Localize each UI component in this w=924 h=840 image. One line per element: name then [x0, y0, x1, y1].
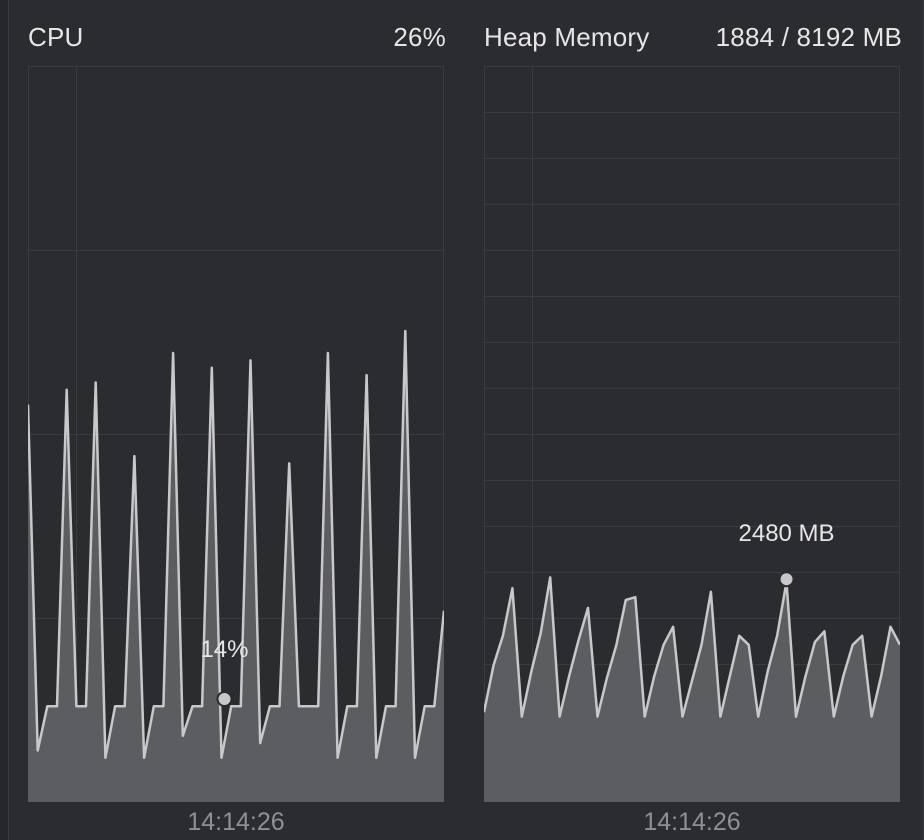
heap-marker-point[interactable] — [778, 571, 795, 588]
heap-memory-panel: Heap Memory 1884 / 8192 MB 2480 MB 14:14… — [484, 0, 902, 840]
cpu-title: CPU — [28, 22, 84, 52]
cpu-time-label: 14:14:26 — [187, 808, 285, 836]
cpu-area — [28, 331, 444, 802]
heap-time-label: 14:14:26 — [643, 808, 741, 836]
heap-marker-label: 2480 MB — [739, 520, 835, 547]
cpu-marker-label: 14% — [200, 636, 248, 663]
heap-current-value: 1884 / 8192 MB — [715, 22, 902, 52]
cpu-chart-svg: 14% — [28, 66, 444, 802]
cpu-chart[interactable]: 14% — [28, 66, 444, 802]
heap-chart[interactable]: 2480 MB — [484, 66, 900, 802]
left-window-edge — [0, 0, 9, 840]
cpu-current-value: 26% — [393, 22, 446, 52]
heap-series-line — [484, 576, 900, 718]
heap-header: Heap Memory 1884 / 8192 MB — [484, 22, 902, 52]
heap-chart-svg: 2480 MB — [484, 66, 900, 802]
cpu-header: CPU 26% — [28, 22, 446, 52]
cpu-marker-point[interactable] — [216, 690, 233, 707]
cpu-panel: CPU 26% 14% 14:14:26 — [28, 0, 446, 840]
heap-title: Heap Memory — [484, 22, 650, 52]
heap-area — [484, 577, 900, 802]
cpu-series-line — [28, 329, 444, 760]
